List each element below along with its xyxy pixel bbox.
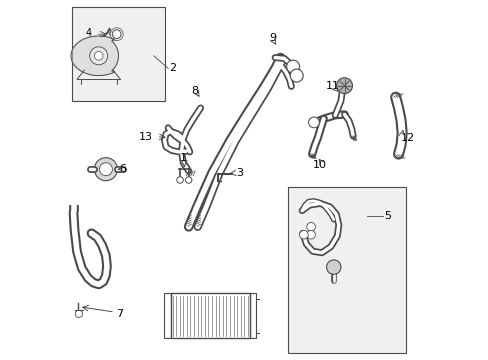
Text: 4: 4	[86, 28, 92, 39]
Bar	[170, 293, 249, 338]
Circle shape	[75, 310, 82, 318]
Bar	[164, 293, 170, 338]
Text: 13: 13	[139, 132, 152, 142]
Text: 5: 5	[384, 211, 390, 221]
Circle shape	[177, 177, 183, 183]
Circle shape	[286, 60, 299, 73]
Bar	[72, 7, 165, 101]
Circle shape	[289, 69, 303, 82]
Text: 7: 7	[115, 309, 122, 319]
Text: 8: 8	[191, 86, 198, 96]
Bar	[287, 187, 406, 353]
Circle shape	[306, 230, 315, 239]
Polygon shape	[71, 36, 118, 76]
Circle shape	[336, 78, 352, 94]
Circle shape	[308, 117, 319, 128]
Text: 12: 12	[400, 132, 414, 143]
Circle shape	[89, 47, 107, 65]
Circle shape	[112, 30, 121, 39]
Text: 3: 3	[236, 168, 243, 178]
Text: 9: 9	[268, 33, 276, 43]
Text: 6: 6	[119, 164, 126, 174]
Circle shape	[299, 230, 307, 239]
Bar	[249, 293, 256, 338]
Circle shape	[94, 158, 117, 181]
Circle shape	[326, 260, 340, 274]
Text: 2: 2	[168, 63, 176, 73]
Circle shape	[99, 163, 112, 176]
Text: 10: 10	[312, 160, 326, 170]
Text: 1: 1	[180, 153, 186, 163]
Circle shape	[185, 177, 192, 183]
Text: 11: 11	[325, 81, 339, 91]
Circle shape	[94, 51, 103, 60]
Circle shape	[306, 222, 315, 231]
